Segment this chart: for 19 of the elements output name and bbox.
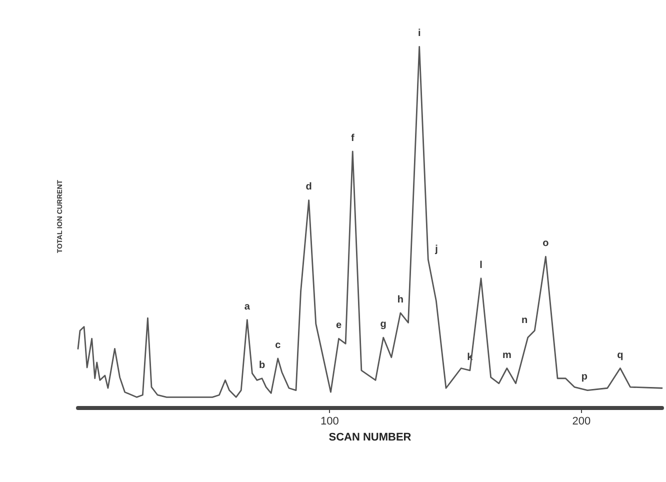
annotation: d — [306, 182, 312, 193]
annotation: q — [617, 350, 624, 361]
annotation: j — [434, 244, 438, 255]
x-tick-label: 100 — [320, 416, 339, 428]
annotation: l — [480, 260, 483, 271]
annotation: i — [418, 28, 421, 40]
annotation: p — [581, 372, 588, 383]
x-axis-title: SCAN NUMBER — [328, 431, 412, 444]
annotation: o — [542, 238, 549, 250]
annotation: e — [336, 320, 342, 332]
annotation: a — [244, 301, 250, 312]
annotation: c — [275, 340, 282, 351]
x-tick-label: 200 — [572, 416, 591, 428]
annotation: m — [502, 350, 512, 361]
annotation: b — [258, 360, 266, 371]
annotation: n — [522, 315, 528, 326]
annotation: g — [380, 319, 386, 330]
annotation: f — [350, 132, 355, 144]
annotation: h — [397, 294, 404, 306]
